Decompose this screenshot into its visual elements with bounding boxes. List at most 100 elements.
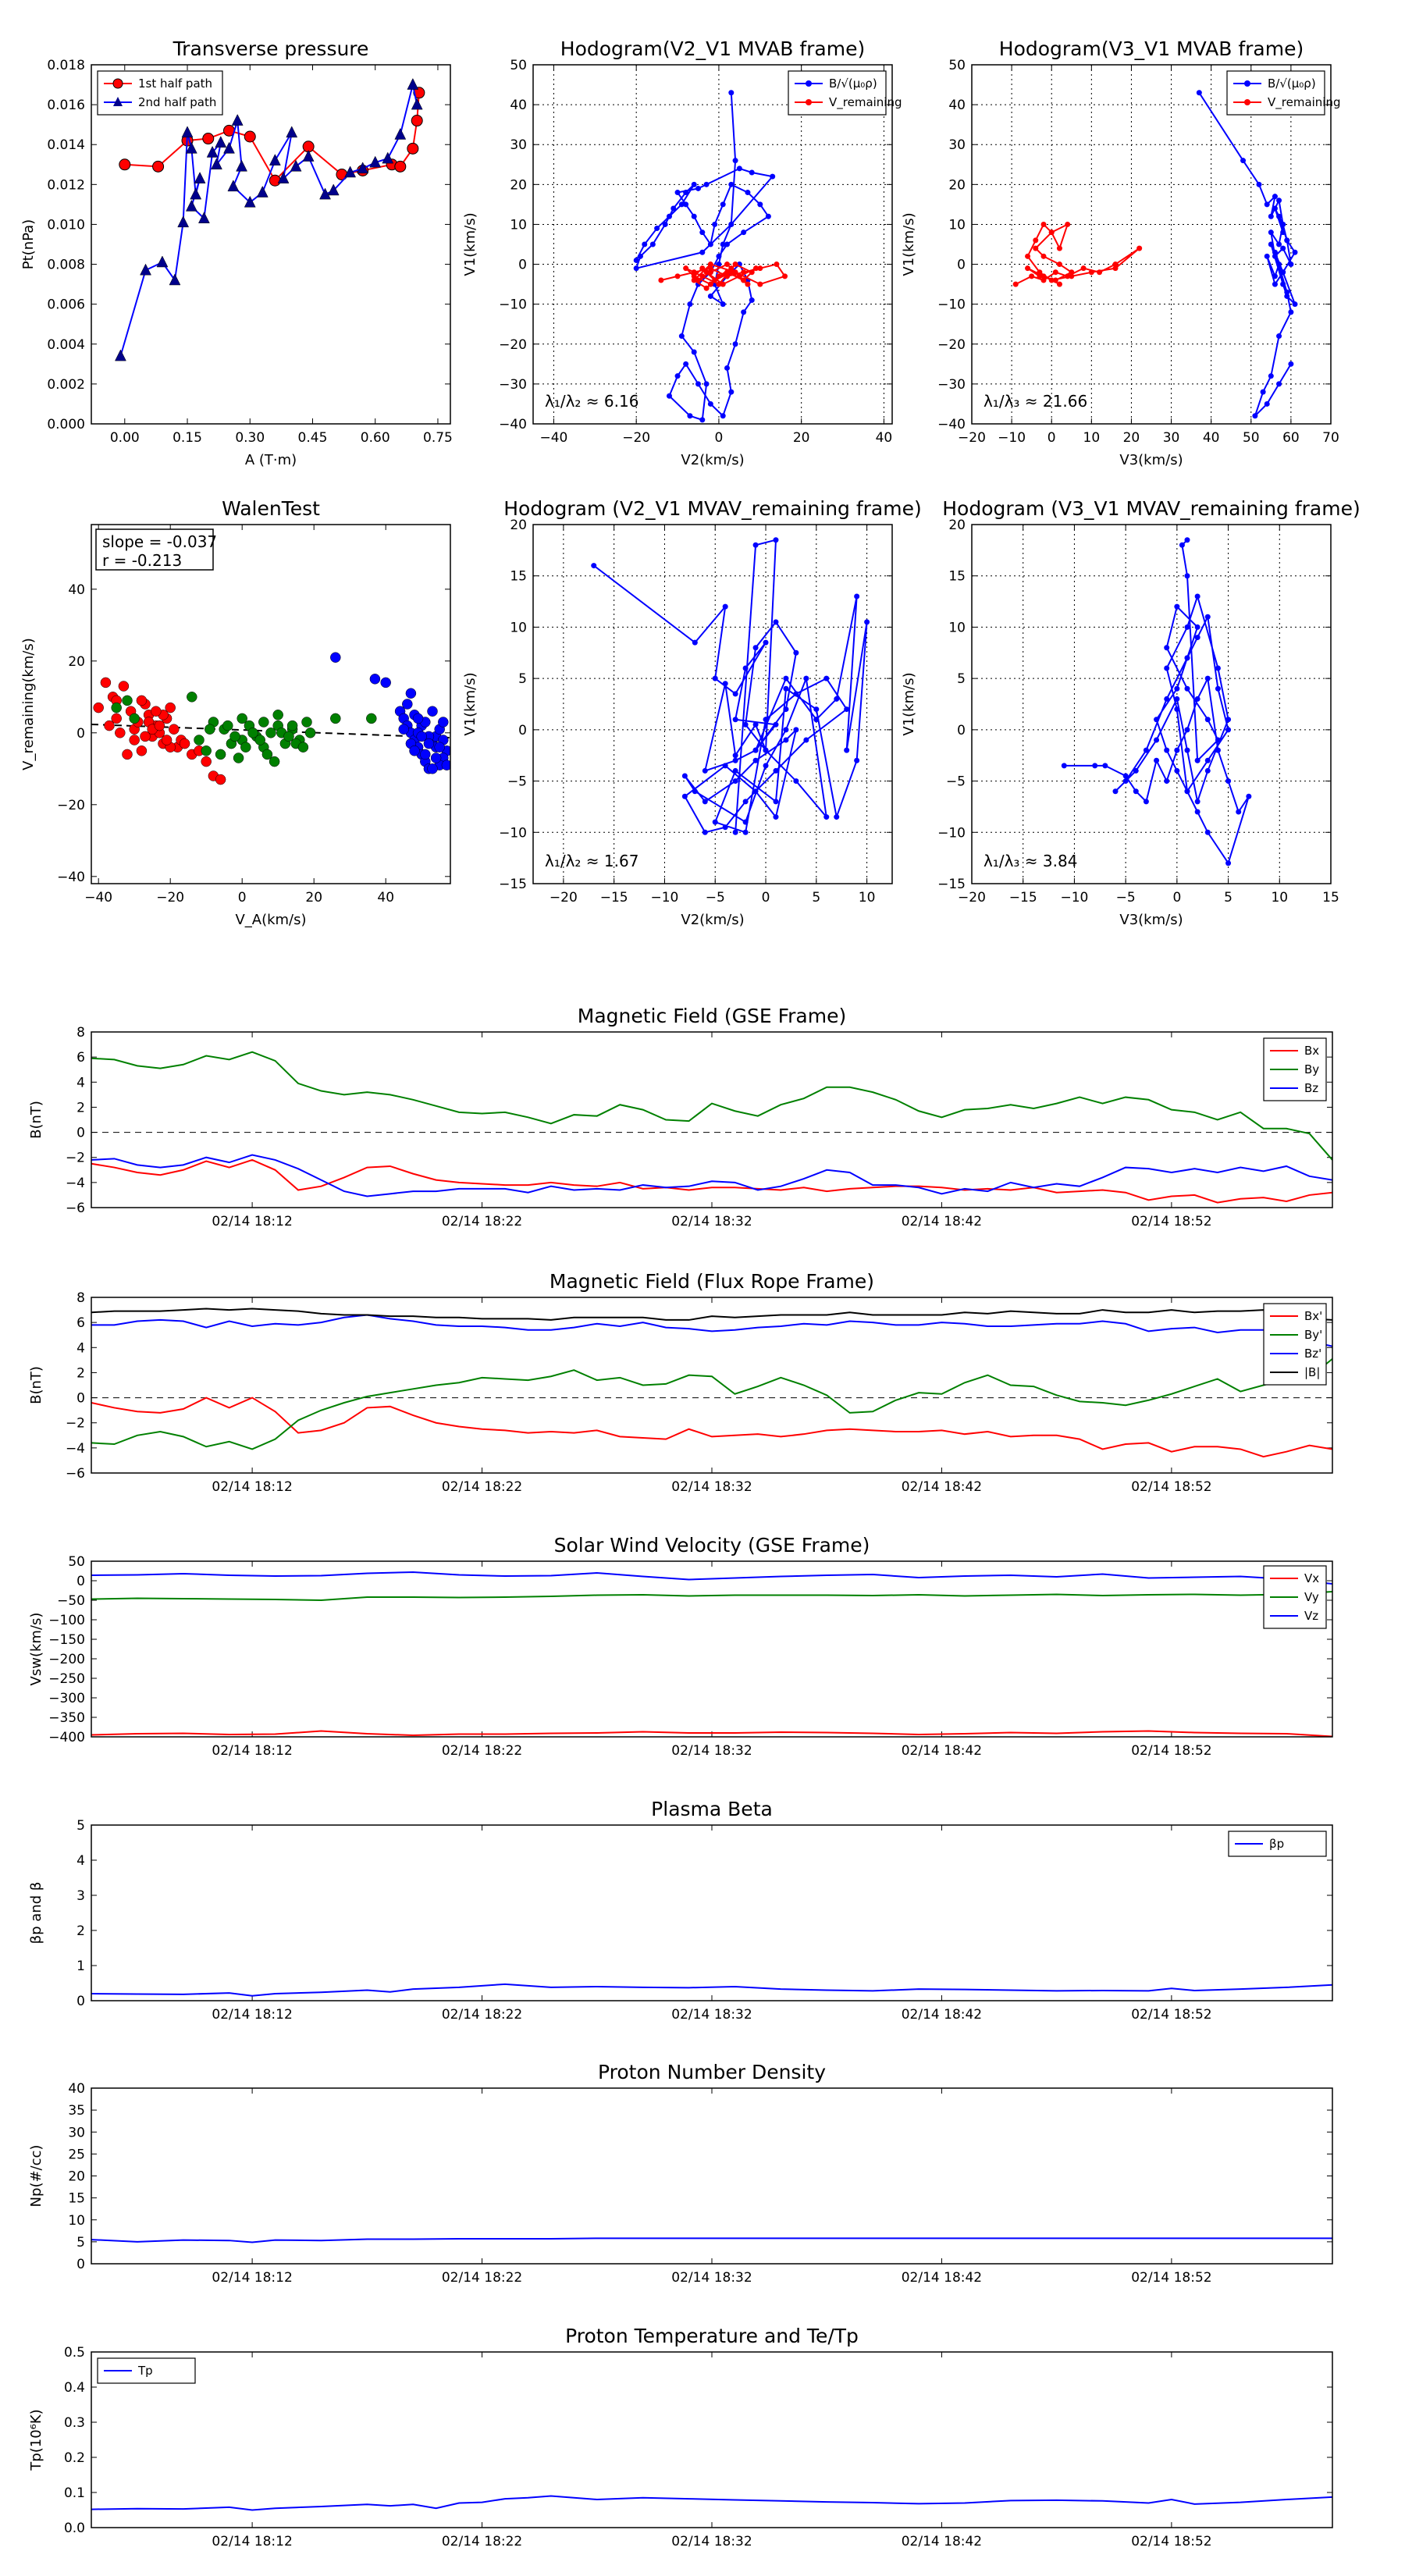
legend: Bx By Bz <box>1263 1037 1327 1101</box>
data-point <box>637 253 643 259</box>
data-point <box>702 799 708 805</box>
data-point <box>712 819 718 825</box>
data-point <box>156 255 169 268</box>
data-point <box>140 263 151 276</box>
x-tick-label: 02/14 18:12 <box>212 1479 292 1495</box>
chart-title: Hodogram(V3_V1 MVAB frame) <box>999 37 1304 60</box>
data-point <box>1280 229 1286 236</box>
legend-box <box>97 70 223 116</box>
x-tick-label: 02/14 18:32 <box>671 2007 752 2023</box>
data-point <box>834 696 840 702</box>
data-point <box>1052 269 1058 276</box>
x-tick-label: 40 <box>377 890 394 906</box>
data-point <box>369 674 381 685</box>
chart-title: Proton Number Density <box>598 2061 826 2083</box>
data-point <box>1184 624 1190 630</box>
y-tick-label: 4 <box>76 1853 85 1869</box>
y-axis-label: B(nT) <box>28 1101 44 1139</box>
data-point <box>302 149 315 162</box>
data-point <box>864 619 870 625</box>
plot-area <box>93 652 450 785</box>
y-axis-label: Pt(nPa) <box>20 219 37 269</box>
x-tick-label: 5 <box>1224 890 1232 906</box>
x-tick-label: −20 <box>156 890 184 906</box>
data-point <box>1268 213 1274 219</box>
x-axis-label: V_A(km/s) <box>235 912 306 928</box>
data-point <box>194 172 206 183</box>
x-tick-label: 02/14 18:12 <box>212 2007 292 2023</box>
data-point <box>231 113 244 126</box>
data-point <box>441 760 450 770</box>
data-point <box>430 753 442 763</box>
data-point <box>1240 158 1247 164</box>
y-tick-label: 0.1 <box>64 2485 85 2501</box>
x-tick-label: 02/14 18:32 <box>671 2534 752 2549</box>
plot-area <box>115 77 425 361</box>
x-tick-label: 20 <box>305 890 322 906</box>
y-tick-label: 0 <box>76 1391 85 1407</box>
data-point <box>286 720 298 731</box>
data-point <box>765 213 771 219</box>
data-point <box>658 277 664 283</box>
data-point <box>1288 361 1294 367</box>
y-tick-label: 0 <box>518 258 527 273</box>
x-tick-label: 02/14 18:42 <box>902 1743 982 1759</box>
y-tick-label: 0.2 <box>64 2450 85 2466</box>
series-line <box>635 92 774 422</box>
y-tick-label: 5 <box>76 2235 85 2250</box>
y-tick-label: 15 <box>510 569 527 585</box>
y-tick-label: −6 <box>66 1466 85 1482</box>
y-tick-label: 0.010 <box>47 217 85 233</box>
data-point <box>813 717 820 723</box>
y-tick-label: 0.016 <box>47 98 85 113</box>
x-tick-label: 15 <box>1322 890 1339 906</box>
data-point <box>712 277 718 283</box>
y-tick-label: 0 <box>76 726 85 742</box>
data-point <box>741 229 747 236</box>
data-point <box>753 265 759 272</box>
data-point <box>1264 253 1270 259</box>
y-tick-label: −20 <box>937 337 966 353</box>
data-point <box>728 265 735 272</box>
y-tick-label: −4 <box>66 1441 85 1457</box>
y-tick-label: 20 <box>68 2169 85 2185</box>
y-tick-label: 50 <box>68 1554 85 1570</box>
data-point <box>1288 262 1294 268</box>
data-point <box>763 639 769 646</box>
series-line <box>593 539 868 834</box>
data-point <box>290 159 302 172</box>
y-tick-label: 20 <box>510 518 527 533</box>
legend: Tp <box>97 2357 196 2384</box>
data-point <box>783 727 789 733</box>
data-point <box>1225 727 1232 733</box>
data-point <box>757 281 763 287</box>
x-tick-label: 02/14 18:52 <box>1131 2270 1211 2286</box>
data-point <box>434 742 445 753</box>
data-point <box>1204 675 1211 681</box>
data-point <box>683 361 689 367</box>
data-point <box>129 713 140 724</box>
data-point <box>752 788 759 795</box>
data-point <box>1268 229 1274 236</box>
data-point <box>187 692 197 703</box>
data-point <box>773 767 779 774</box>
legend-label: Vx <box>1304 1571 1319 1585</box>
data-point <box>272 710 283 720</box>
data-point <box>683 265 689 272</box>
plot-area <box>1012 90 1298 419</box>
data-point <box>1272 205 1278 212</box>
data-point <box>185 141 197 154</box>
y-tick-label: 40 <box>68 582 85 598</box>
y-tick-label: −250 <box>48 1671 85 1687</box>
chart-plasma-beta: 02/14 18:12 02/14 18:22 02/14 18:32 02/14 1… <box>28 1798 1333 2023</box>
x-tick-label: 02/14 18:42 <box>902 2534 982 2549</box>
data-point <box>633 257 639 263</box>
y-tick-label: 15 <box>948 569 966 585</box>
x-tick-label: 02/14 18:32 <box>671 1743 752 1759</box>
data-point <box>411 115 423 127</box>
x-tick-label: −15 <box>600 890 628 906</box>
data-point <box>724 365 731 371</box>
y-tick-label: −400 <box>48 1730 85 1745</box>
y-axis-label: Vsw(km/s) <box>28 1613 44 1686</box>
data-point <box>1033 237 1039 244</box>
